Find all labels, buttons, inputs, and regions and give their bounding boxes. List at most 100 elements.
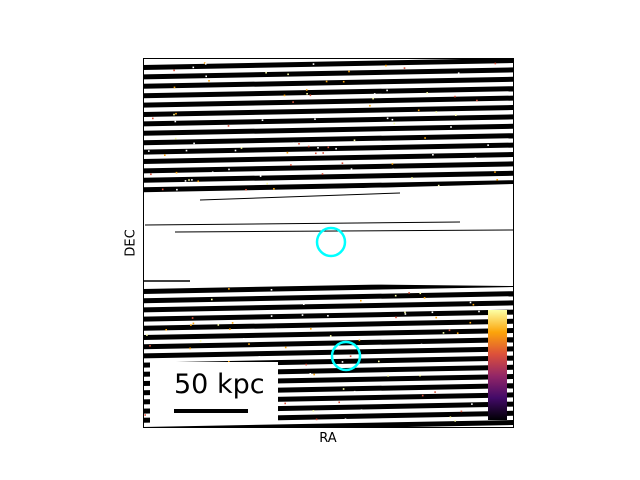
image-speckle bbox=[189, 347, 191, 350]
x-axis-label: RA bbox=[319, 431, 337, 446]
image-speckle bbox=[211, 171, 214, 174]
image-stripe bbox=[143, 346, 513, 359]
image-speckle bbox=[270, 315, 273, 317]
image-speckle bbox=[408, 292, 410, 294]
image-speckle bbox=[317, 147, 319, 149]
image-speckle bbox=[387, 375, 389, 377]
image-speckle bbox=[423, 297, 426, 299]
scalebar-line bbox=[174, 409, 248, 413]
image-speckle bbox=[199, 340, 202, 342]
image-speckle bbox=[306, 93, 308, 95]
image-speckle bbox=[437, 184, 440, 187]
image-speckle bbox=[152, 117, 154, 120]
image-speckle bbox=[325, 80, 328, 83]
image-speckle bbox=[448, 329, 451, 332]
image-speckle bbox=[208, 80, 210, 82]
image-speckle bbox=[373, 93, 376, 95]
image-speckle bbox=[228, 168, 230, 171]
image-speckle bbox=[404, 313, 407, 315]
image-stripe bbox=[143, 67, 513, 80]
image-speckle bbox=[292, 101, 294, 103]
image-stripe bbox=[143, 170, 513, 183]
image-speckle bbox=[394, 294, 397, 297]
image-speckle bbox=[283, 94, 286, 97]
image-speckle bbox=[472, 303, 475, 306]
image-speckle bbox=[360, 409, 363, 411]
image-speckle bbox=[175, 171, 178, 174]
image-speckle bbox=[174, 137, 177, 140]
image-speckle bbox=[329, 335, 332, 337]
image-speckle bbox=[342, 388, 345, 390]
image-speckle bbox=[266, 182, 268, 185]
image-speckle bbox=[164, 154, 166, 156]
image-speckle bbox=[460, 410, 463, 413]
lower-circle-marker bbox=[330, 340, 362, 372]
image-speckle bbox=[203, 62, 206, 64]
image-speckle bbox=[148, 70, 150, 72]
image-speckle bbox=[417, 109, 420, 112]
image-speckle bbox=[496, 130, 499, 132]
image-speckle bbox=[348, 70, 350, 73]
image-speckle bbox=[190, 324, 192, 326]
image-speckle bbox=[358, 339, 361, 342]
image-speckle bbox=[485, 371, 488, 374]
image-stripe bbox=[143, 76, 513, 89]
image-speckle bbox=[378, 360, 380, 363]
image-speckle bbox=[175, 112, 177, 115]
image-speckle bbox=[494, 171, 496, 173]
colorbar bbox=[488, 310, 507, 420]
image-speckle bbox=[469, 321, 472, 324]
image-speckle bbox=[197, 180, 199, 183]
image-speckle bbox=[335, 147, 337, 150]
image-speckle bbox=[476, 99, 478, 102]
central-band bbox=[143, 184, 513, 286]
image-speckle bbox=[341, 162, 344, 164]
image-speckle bbox=[312, 410, 315, 412]
image-speckle bbox=[311, 376, 314, 378]
image-speckle bbox=[353, 390, 356, 393]
image-stripe bbox=[143, 328, 513, 340]
image-speckle bbox=[174, 120, 177, 123]
image-speckle bbox=[248, 343, 250, 345]
upper-circle-marker bbox=[315, 226, 347, 258]
image-stripe bbox=[143, 337, 513, 350]
image-speckle bbox=[341, 361, 344, 363]
image-speckle bbox=[391, 118, 394, 121]
image-speckle bbox=[487, 144, 489, 146]
image-speckle bbox=[369, 104, 371, 107]
scalebar-background bbox=[150, 362, 278, 424]
image-speckle bbox=[360, 299, 362, 302]
image-speckle bbox=[373, 151, 375, 153]
image-speckle bbox=[234, 149, 237, 152]
image-speckle bbox=[192, 322, 195, 325]
image-speckle bbox=[395, 316, 397, 319]
image-speckle bbox=[191, 179, 193, 181]
image-speckle bbox=[229, 328, 231, 330]
image-speckle bbox=[327, 315, 329, 317]
image-speckle bbox=[386, 89, 388, 92]
image-speckle bbox=[176, 188, 178, 191]
image-speckle bbox=[205, 348, 208, 351]
image-speckle bbox=[259, 69, 262, 72]
image-speckle bbox=[284, 346, 287, 349]
image-speckle bbox=[411, 177, 413, 179]
image-speckle bbox=[426, 92, 428, 94]
image-speckle bbox=[287, 73, 289, 76]
image-speckle bbox=[273, 188, 275, 190]
image-speckle bbox=[312, 63, 315, 65]
image-speckle bbox=[245, 189, 247, 191]
image-speckle bbox=[403, 67, 406, 69]
image-speckle bbox=[321, 173, 324, 175]
image-speckle bbox=[275, 328, 277, 330]
image-speckle bbox=[193, 142, 195, 145]
image-speckle bbox=[165, 329, 167, 331]
image-speckle bbox=[314, 118, 316, 120]
image-speckle bbox=[434, 391, 436, 393]
image-speckle bbox=[315, 418, 318, 421]
image-speckle bbox=[457, 72, 460, 74]
image-stripe bbox=[143, 123, 513, 136]
image-speckle bbox=[478, 310, 480, 313]
image-speckle bbox=[338, 401, 340, 404]
image-speckle bbox=[282, 394, 285, 396]
